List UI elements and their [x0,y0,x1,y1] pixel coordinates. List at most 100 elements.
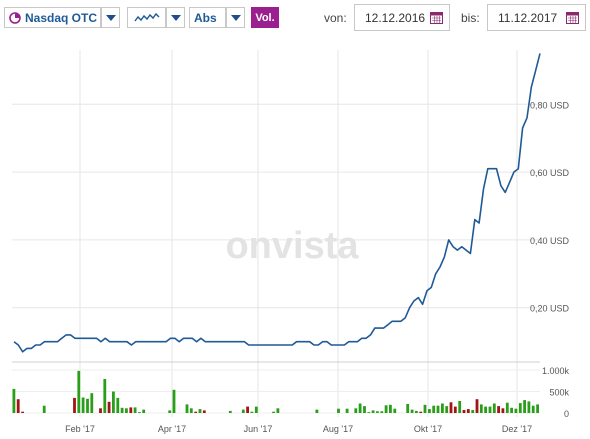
x-tick-label: Okt '17 [414,424,442,434]
volume-bar [168,410,172,413]
volume-bar [241,409,245,413]
volume-bar [536,404,539,413]
volume-bar [107,401,111,413]
volume-bar [363,406,366,413]
volume-bar [376,411,379,413]
scale-mode-selector[interactable]: Abs [189,7,226,28]
x-tick-label: Feb '17 [65,424,95,434]
volume-bar [116,397,120,413]
volume-bar [358,403,362,413]
volume-bar [527,401,531,413]
volume-bar [484,406,487,413]
volume-bar [42,405,46,413]
volume-toggle-button[interactable]: Vol. [251,7,279,28]
price-tick-label: 0,60 USD [530,168,570,178]
volume-bar [86,398,89,413]
volume-bar [138,412,141,413]
volume-bar [453,406,457,413]
volume-bar [198,409,202,413]
chevron-down-icon [170,14,181,21]
volume-bar [172,389,176,413]
volume-bar [471,410,475,413]
volume-bar [276,408,280,413]
from-date-value: 12.12.2016 [365,10,426,25]
volume-tick-label: 500k [549,388,569,398]
exchange-dropdown-button[interactable] [101,7,120,28]
volume-bar [354,408,358,413]
volume-bar [523,400,526,413]
chart-type-selector[interactable] [127,7,166,28]
volume-bar [272,411,275,413]
volume-bar [315,409,319,413]
price-chart[interactable]: onvista 0,20 USD 0,40 USD 0,60 USD 0,80 USD… [0,40,590,439]
volume-bar [228,410,232,413]
volume-bar [112,391,115,413]
volume-bar [185,404,189,413]
exchange-label: Nasdaq OTC [25,10,98,25]
volume-bar [246,406,249,413]
volume-bar [371,410,375,413]
volume-bar [21,411,24,413]
volume-bar [12,388,16,413]
from-date-field[interactable]: 12.12.2016 [354,4,450,31]
chevron-down-icon [105,14,116,21]
price-tick-label: 0,20 USD [530,304,570,314]
price-series-line [13,53,541,353]
volume-bar [518,403,522,413]
volume-bar [125,408,128,413]
chart-type-dropdown-button[interactable] [166,7,185,28]
volume-bar [449,402,453,414]
scale-mode-label: Abs [194,10,217,25]
volume-bar [254,406,258,413]
calendar-icon[interactable] [430,11,443,24]
volume-bar [488,406,492,413]
x-tick-label: Dez '17 [502,424,532,434]
volume-bar [77,370,81,413]
volume-bar [441,403,444,413]
line-chart-icon [133,12,159,21]
volume-bar [194,411,198,413]
chart-toolbar: Nasdaq OTC Abs Vol. von: 12.12.2016 bis:… [0,0,590,40]
volume-bar [389,404,392,413]
volume-bar [393,408,397,413]
volume-bar [367,412,371,413]
volume-bar [345,408,349,413]
chart-grid [12,50,540,417]
volume-bar [510,407,513,413]
exchange-icon [9,11,21,24]
volume-bar [99,408,102,413]
volume-bar [428,409,431,413]
volume-bar [81,397,85,413]
calendar-icon[interactable] [566,11,579,24]
volume-bar [202,410,206,413]
volume-bar [406,404,410,413]
to-date-field[interactable]: 11.12.2017 [487,4,586,31]
volume-bar [380,411,384,413]
from-date-label: von: [324,11,347,25]
chevron-down-icon [230,14,241,21]
volume-bar [120,407,124,413]
volume-bar [445,406,449,413]
volume-bar [479,404,483,413]
volume-bar [466,409,470,413]
volume-bar [531,405,535,413]
volume-bar [337,408,340,413]
scale-mode-dropdown-button[interactable] [226,7,245,28]
volume-bar [462,410,466,413]
to-date-label: bis: [461,11,480,25]
price-tick-label: 0,80 USD [530,100,570,110]
x-tick-label: Jun '17 [244,424,273,434]
volume-bar [505,402,509,413]
volume-bar [250,411,254,413]
volume-bar [129,407,133,413]
volume-tick-label: 0 [564,409,569,419]
to-date-value: 11.12.2017 [498,10,558,25]
volume-bar [419,411,423,413]
volume-bar [436,405,440,413]
volume-bar [514,408,518,413]
x-tick-label: Aug '17 [323,424,353,434]
exchange-selector[interactable]: Nasdaq OTC [4,7,101,28]
volume-bar [16,399,20,413]
volume-bar [501,408,505,413]
volume-bar [142,409,146,413]
